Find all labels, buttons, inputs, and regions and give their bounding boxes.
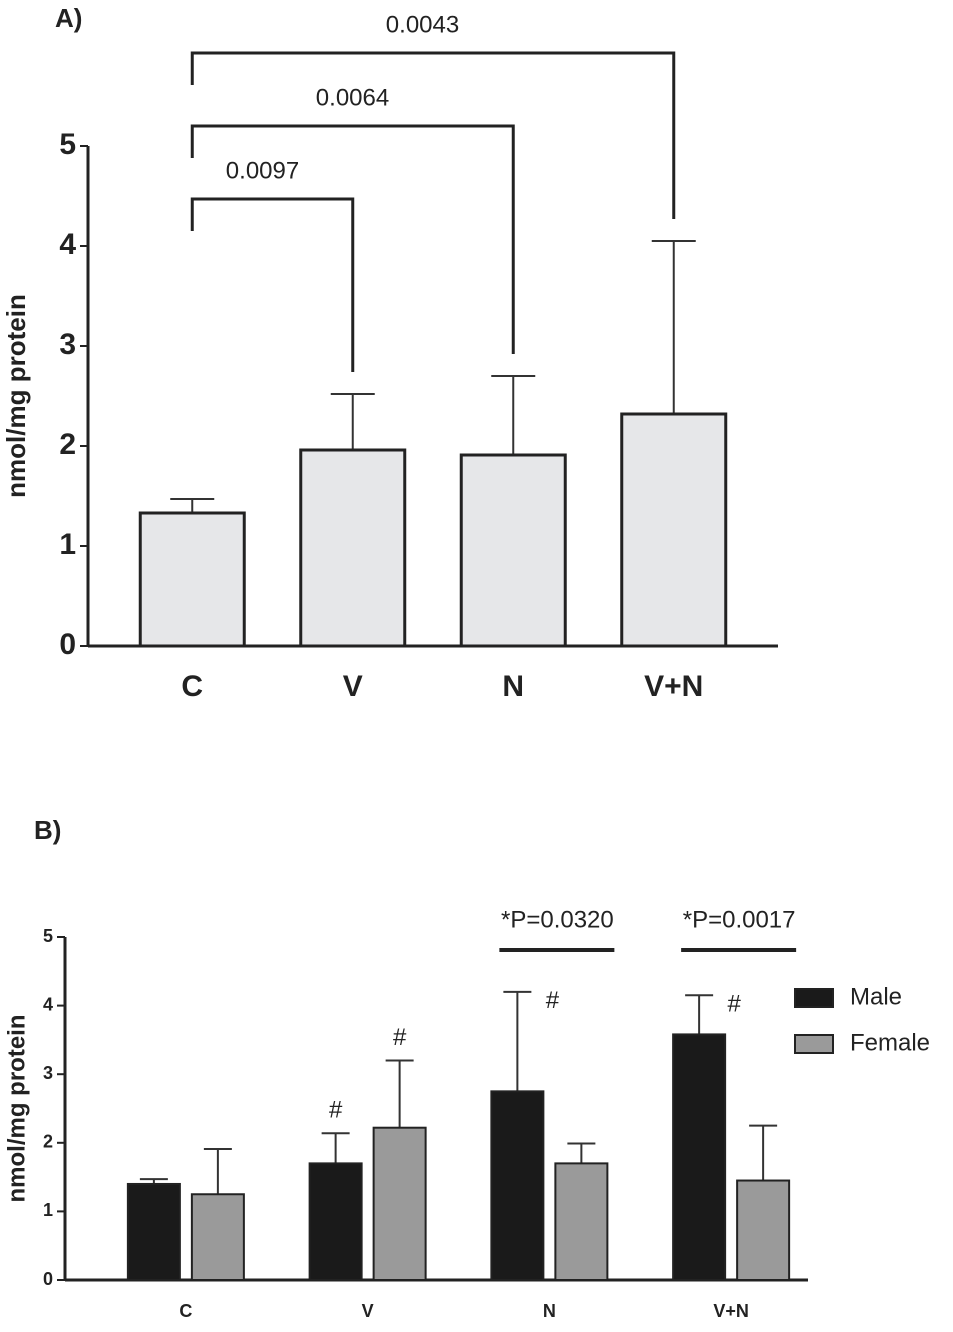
legend-swatch (794, 988, 834, 1008)
bar (308, 1162, 363, 1282)
p-value: *P=0.0320 (501, 906, 614, 933)
x-tick-label: N (543, 1301, 556, 1321)
significance-bracket (190, 51, 676, 219)
x-tick-label: C (179, 1301, 192, 1321)
bar (490, 1090, 545, 1281)
p-value: 0.0043 (386, 11, 459, 38)
y-tick-label: 5 (59, 128, 76, 161)
y-axis-label: nmol/mg protein (3, 1015, 30, 1203)
panel-label: A) (55, 3, 82, 33)
bar (190, 1193, 245, 1281)
y-tick-label: 1 (43, 1200, 53, 1220)
p-value: 0.0064 (316, 84, 389, 111)
bar (620, 412, 728, 648)
legend-swatch (794, 1034, 834, 1054)
p-value: *P=0.0017 (683, 906, 796, 933)
x-tick-label: V+N (644, 670, 703, 703)
x-tick-label: C (181, 670, 203, 703)
bar (672, 1033, 727, 1281)
significance-bracket (190, 124, 515, 354)
x-tick-label: N (502, 670, 524, 703)
x-tick-label: V (343, 670, 363, 703)
y-tick-label: 2 (43, 1132, 53, 1152)
bar (126, 1182, 181, 1281)
y-tick-label: 1 (59, 528, 76, 561)
y-tick-label: 0 (43, 1269, 53, 1289)
p-value: 0.0097 (226, 157, 299, 184)
panel-label: B) (34, 815, 61, 845)
legend-label: Male (850, 983, 902, 1010)
bar (299, 448, 407, 648)
y-tick-label: 5 (43, 926, 53, 946)
bar (459, 453, 567, 648)
significance-marker: # (329, 1097, 343, 1124)
y-tick-label: 3 (59, 328, 76, 361)
significance-marker: # (546, 987, 560, 1014)
x-tick-label: V+N (713, 1301, 749, 1321)
y-tick-label: 2 (59, 428, 76, 461)
significance-marker: # (393, 1024, 407, 1051)
bar (554, 1162, 609, 1282)
bar (372, 1126, 427, 1282)
x-tick-label: V (362, 1301, 374, 1321)
legend-label: Female (850, 1029, 930, 1056)
y-tick-label: 4 (43, 994, 53, 1014)
y-axis-label: nmol/mg protein (1, 294, 31, 498)
significance-marker: # (727, 991, 741, 1018)
bar (736, 1179, 791, 1282)
y-tick-label: 0 (59, 628, 76, 661)
bar (138, 511, 246, 648)
y-tick-label: 4 (59, 228, 76, 261)
y-tick-label: 3 (43, 1063, 53, 1083)
significance-bracket (190, 197, 355, 372)
